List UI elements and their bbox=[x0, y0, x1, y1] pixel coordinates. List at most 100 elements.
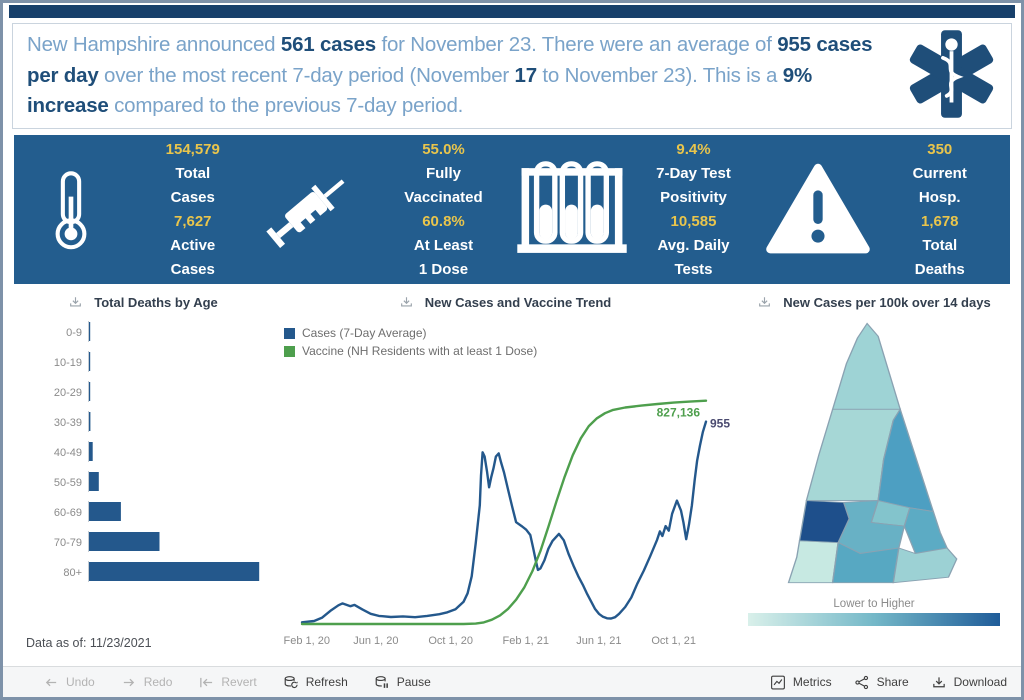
cases-vaccine-line-chart[interactable]: Feb 1, 20 Jun 1, 20 Oct 1, 20 Feb 1, 21 Jun … bbox=[272, 386, 738, 658]
toolbar-button-label: Revert bbox=[221, 675, 257, 689]
redo-icon bbox=[121, 674, 138, 690]
toolbar-share-button[interactable]: Share bbox=[854, 674, 909, 690]
headline-segment: over the most recent 7-day period (Novem… bbox=[98, 63, 515, 87]
legend-label: Vaccine (NH Residents with at least 1 Do… bbox=[302, 344, 538, 358]
stat-line: Hosp. bbox=[918, 188, 961, 206]
stat-line: 1 Dose bbox=[418, 260, 469, 278]
headline-segment: 17 bbox=[514, 63, 538, 87]
stat-line: Avg. Daily bbox=[657, 236, 730, 254]
svg-text:60-69: 60-69 bbox=[54, 507, 82, 519]
legend-item[interactable]: Cases (7-Day Average) bbox=[284, 324, 738, 342]
stat-card-total-cases: 154,579 Total Cases 7,627 Active Cases bbox=[14, 135, 263, 284]
stat-card-testing: 9.4% 7-Day Test Positivity 10,585 Avg. Daily… bbox=[512, 135, 761, 284]
thermometer-icon bbox=[14, 148, 129, 272]
toolbar-undo-button[interactable]: Undo bbox=[43, 674, 95, 690]
pause-icon bbox=[374, 674, 391, 690]
legend-label: Cases (7-Day Average) bbox=[302, 326, 427, 340]
deaths-chart-title: Total Deaths by Age bbox=[94, 294, 218, 310]
stat-line: Cases bbox=[170, 188, 215, 206]
line-chart-legend: Cases (7-Day Average) Vaccine (NH Residen… bbox=[284, 324, 738, 360]
svg-text:70-79: 70-79 bbox=[54, 537, 82, 549]
toolbar-button-label: Undo bbox=[66, 675, 95, 689]
svg-text:Oct 1, 21: Oct 1, 21 bbox=[651, 635, 696, 647]
stat-line: 1,678 bbox=[920, 212, 959, 230]
svg-text:Feb 1, 20: Feb 1, 20 bbox=[284, 635, 330, 647]
toolbar-button-label: Share bbox=[876, 675, 909, 689]
charts-row: Total Deaths by Age 0-9 10-19 20-29 30-39 40… bbox=[14, 286, 1010, 658]
svg-text:955: 955 bbox=[710, 417, 730, 431]
toolbar-download-button[interactable]: Download bbox=[931, 674, 1007, 690]
stat-line: Positivity bbox=[660, 188, 727, 206]
toolbar-right: Metrics Share Download bbox=[770, 674, 1007, 690]
svg-text:20-29: 20-29 bbox=[54, 387, 82, 399]
stat-line: 7,627 bbox=[173, 212, 212, 230]
map-title: New Cases per 100k over 14 days bbox=[783, 294, 991, 310]
star-of-life-icon bbox=[904, 24, 999, 129]
data-as-of-label: Data as of: 11/23/2021 bbox=[26, 636, 152, 650]
undo-icon bbox=[43, 674, 60, 690]
svg-text:0-9: 0-9 bbox=[66, 327, 82, 339]
headline-segment: for November 23. There were an average o… bbox=[375, 32, 778, 56]
stat-line: 9.4% bbox=[676, 140, 711, 158]
svg-text:Feb 1, 21: Feb 1, 21 bbox=[503, 635, 549, 647]
toolbar-redo-button[interactable]: Redo bbox=[121, 674, 173, 690]
stat-card-deaths: 350 Current Hosp. 1,678 Total Deaths bbox=[761, 135, 1010, 284]
svg-text:80+: 80+ bbox=[63, 567, 82, 579]
trend-chart-title: New Cases and Vaccine Trend bbox=[424, 294, 612, 310]
toolbar-metrics-button[interactable]: Metrics bbox=[770, 674, 832, 690]
toolbar-pause-button[interactable]: Pause bbox=[374, 674, 431, 690]
toolbar-button-label: Metrics bbox=[792, 675, 832, 689]
headline-segment: to November 23). This is a bbox=[536, 63, 783, 87]
nh-county-map[interactable]: CoosGraftonCarrollBelknapStraffordMerrim… bbox=[783, 318, 965, 590]
stat-line: 350 bbox=[927, 140, 953, 158]
stat-line: 60.8% bbox=[422, 212, 465, 230]
download-deaths-chart-button[interactable] bbox=[68, 294, 86, 310]
toolbar-button-label: Redo bbox=[143, 675, 173, 689]
svg-text:50-59: 50-59 bbox=[54, 477, 82, 489]
headline-segment: compared to the previous 7-day period. bbox=[108, 94, 464, 118]
svg-text:30-39: 30-39 bbox=[54, 417, 82, 429]
toolbar-button-label: Refresh bbox=[305, 675, 348, 689]
toolbar-refresh-button[interactable]: Refresh bbox=[283, 674, 348, 690]
panel-cases-map: New Cases per 100k over 14 days CoosGraf… bbox=[738, 286, 1010, 658]
headline-segment: 561 cases bbox=[280, 32, 376, 56]
svg-text:827,136: 827,136 bbox=[657, 406, 701, 420]
download-map-button[interactable] bbox=[757, 294, 775, 310]
headline-banner: New Hampshire announced 561 cases for No… bbox=[12, 23, 1012, 129]
bottom-toolbar: Undo Redo Revert Refresh Pause Metrics Share D… bbox=[3, 666, 1021, 697]
stat-line: Active bbox=[170, 236, 216, 254]
legend-swatch bbox=[284, 327, 295, 339]
toolbar-revert-button[interactable]: Revert bbox=[198, 674, 257, 690]
stat-line: 10,585 bbox=[670, 212, 717, 230]
stats-band: 154,579 Total Cases 7,627 Active Cases 55.0% bbox=[14, 135, 1010, 284]
stat-card-vaccinated: 55.0% Fully Vaccinated 60.8% At Least 1 Dose bbox=[263, 135, 512, 284]
svg-text:10-19: 10-19 bbox=[54, 357, 82, 369]
revert-icon bbox=[198, 674, 215, 690]
svg-text:Jun 1, 21: Jun 1, 21 bbox=[576, 635, 621, 647]
panel-cases-vaccine-trend: New Cases and Vaccine Trend Cases (7-Day… bbox=[272, 286, 738, 658]
stat-line: Fully bbox=[425, 164, 461, 182]
stat-line: At Least bbox=[413, 236, 474, 254]
toolbar-button-label: Download bbox=[953, 675, 1007, 689]
stat-line: 7-Day Test bbox=[656, 164, 731, 182]
download-trend-chart-button[interactable] bbox=[399, 294, 417, 310]
top-accent-bar bbox=[9, 5, 1015, 18]
stat-line: Total bbox=[175, 164, 211, 182]
map-color-gradient bbox=[748, 613, 1000, 626]
metrics-icon bbox=[770, 674, 787, 690]
stat-line: Cases bbox=[170, 260, 215, 278]
headline-segment: New Hampshire announced bbox=[27, 32, 281, 56]
stat-line: 55.0% bbox=[422, 140, 465, 158]
map-legend-label: Lower to Higher bbox=[833, 598, 915, 610]
legend-item[interactable]: Vaccine (NH Residents with at least 1 Do… bbox=[284, 342, 738, 360]
stat-line: Current bbox=[912, 164, 967, 182]
deaths-bar-chart[interactable]: 0-9 10-19 20-29 30-39 40-49 50-59 60-69 70-79 80… bbox=[14, 312, 270, 594]
share-icon bbox=[854, 674, 871, 690]
headline-segment: 9% increase bbox=[27, 63, 812, 118]
legend-swatch bbox=[284, 345, 295, 357]
toolbar-button-label: Pause bbox=[396, 675, 431, 689]
syringe-icon bbox=[263, 150, 381, 270]
svg-text:Jun 1, 20: Jun 1, 20 bbox=[353, 635, 398, 647]
stat-line: 154,579 bbox=[165, 140, 220, 158]
